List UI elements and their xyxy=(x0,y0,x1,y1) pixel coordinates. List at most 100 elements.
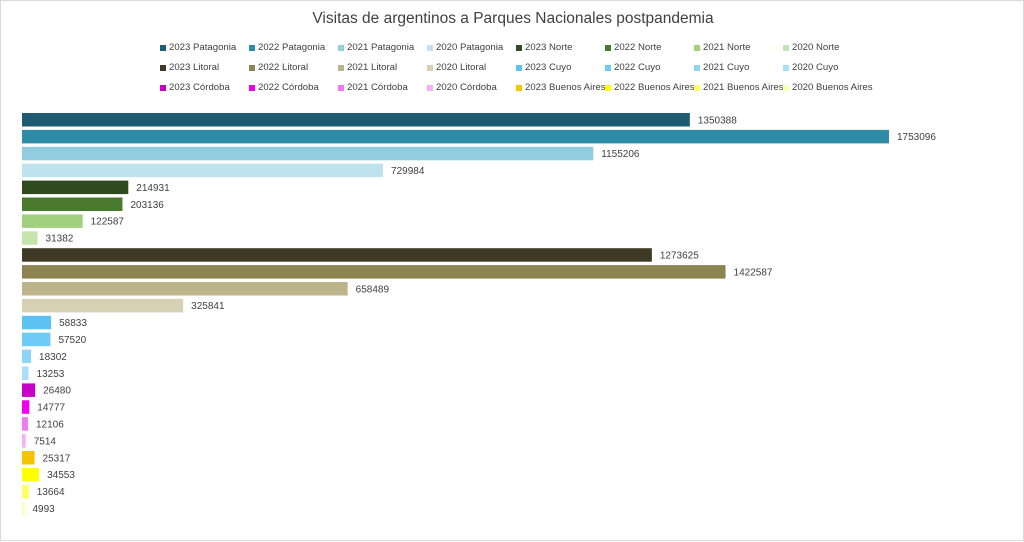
legend-item: 2020 Cuyo xyxy=(783,62,838,73)
bar xyxy=(22,248,652,262)
bar xyxy=(22,180,129,195)
legend-label: 2021 Córdoba xyxy=(347,82,408,93)
legend-label: 2020 Cuyo xyxy=(792,62,839,73)
legend-item: 2020 Buenos Aires xyxy=(783,82,873,93)
legend-swatch xyxy=(783,84,789,91)
data-label: 4993 xyxy=(32,504,55,515)
legend-swatch xyxy=(516,44,522,51)
bar xyxy=(22,265,726,279)
data-label: 18302 xyxy=(39,352,67,363)
legend-swatch xyxy=(249,64,255,71)
bar xyxy=(22,501,25,516)
legend-label: 2020 Córdoba xyxy=(436,82,497,93)
data-label: 729984 xyxy=(391,166,425,177)
legend-item: 2021 Buenos Aires xyxy=(694,82,784,93)
legend-item: 2023 Buenos Aires xyxy=(516,82,606,93)
legend-item: 2020 Patagonia xyxy=(427,42,503,53)
bar xyxy=(22,400,30,414)
bar xyxy=(22,146,594,161)
bar xyxy=(22,298,184,313)
bar xyxy=(22,315,52,330)
legend-item: 2023 Norte xyxy=(516,42,572,53)
legend-label: 2023 Norte xyxy=(525,42,573,53)
bar xyxy=(22,214,83,228)
legend-swatch xyxy=(427,44,433,51)
legend-swatch xyxy=(694,64,700,71)
legend-swatch xyxy=(160,64,166,71)
legend-label: 2021 Litoral xyxy=(347,62,398,73)
legend-swatch xyxy=(516,84,522,91)
data-label: 325841 xyxy=(191,301,225,312)
legend-item: 2021 Córdoba xyxy=(338,82,408,93)
legend-label: 2021 Norte xyxy=(703,42,751,53)
legend-label: 2023 Córdoba xyxy=(169,82,230,93)
legend-swatch xyxy=(338,44,344,51)
data-label: 214931 xyxy=(136,183,170,194)
legend: 2023 Patagonia 2022 Patagonia 2021 Patagon… xyxy=(1,1,1024,101)
legend-swatch xyxy=(605,44,611,51)
legend-item: 2020 Norte xyxy=(783,42,839,53)
legend-label: 2023 Buenos Aires xyxy=(525,82,606,93)
legend-item: 2021 Litoral xyxy=(338,62,397,73)
data-label: 203136 xyxy=(130,200,164,211)
data-label: 1155206 xyxy=(601,149,640,160)
legend-label: 2023 Litoral xyxy=(169,62,220,73)
legend-swatch xyxy=(605,84,611,91)
legend-item: 2020 Córdoba xyxy=(427,82,497,93)
legend-label: 2022 Córdoba xyxy=(258,82,319,93)
legend-label: 2022 Cuyo xyxy=(614,62,661,73)
legend-label: 2020 Norte xyxy=(792,42,840,53)
legend-label: 2021 Buenos Aires xyxy=(703,82,784,93)
legend-label: 2023 Patagonia xyxy=(169,42,237,53)
bar xyxy=(22,129,889,144)
legend-swatch xyxy=(516,64,522,71)
legend-item: 2022 Patagonia xyxy=(249,42,325,53)
data-label: 58833 xyxy=(59,318,87,329)
data-label: 14777 xyxy=(37,403,65,414)
legend-label: 2020 Buenos Aires xyxy=(792,82,873,93)
data-label: 34553 xyxy=(47,470,75,481)
bar xyxy=(22,434,26,448)
legend-swatch xyxy=(249,84,255,91)
legend-item: 2023 Litoral xyxy=(160,62,219,73)
data-label: 57520 xyxy=(58,335,86,346)
chart-title: Visitas de argentinos a Parques Nacional… xyxy=(312,10,714,27)
data-label: 31382 xyxy=(46,234,74,245)
data-label: 122587 xyxy=(91,217,125,228)
data-label: 1350388 xyxy=(698,115,737,126)
legend-label: 2020 Litoral xyxy=(436,62,487,73)
bar xyxy=(22,163,384,178)
legend-swatch xyxy=(783,64,789,71)
legend-item: 2022 Córdoba xyxy=(249,82,319,93)
data-label: 7514 xyxy=(34,436,57,447)
legend-item: 2021 Cuyo xyxy=(694,62,749,73)
bar xyxy=(22,349,32,364)
data-label: 1753096 xyxy=(897,132,936,143)
legend-label: 2021 Patagonia xyxy=(347,42,415,53)
legend-swatch xyxy=(249,44,255,51)
legend-label: 2022 Buenos Aires xyxy=(614,82,695,93)
legend-swatch xyxy=(605,64,611,71)
data-label: 25317 xyxy=(43,453,71,464)
legend-label: 2022 Patagonia xyxy=(258,42,326,53)
legend-swatch xyxy=(694,44,700,51)
legend-item: 2022 Norte xyxy=(605,42,661,53)
legend-swatch xyxy=(783,44,789,51)
legend-swatch xyxy=(160,84,166,91)
legend-item: 2022 Buenos Aires xyxy=(605,82,695,93)
bar xyxy=(22,366,29,380)
legend-swatch xyxy=(427,64,433,71)
data-label: 12106 xyxy=(36,419,64,430)
data-label: 658489 xyxy=(356,284,390,295)
bar xyxy=(22,113,690,127)
legend-item: 2023 Cuyo xyxy=(516,62,571,73)
legend-label: 2020 Patagonia xyxy=(436,42,504,53)
legend-item: 2023 Córdoba xyxy=(160,82,230,93)
bar xyxy=(22,451,35,465)
bar xyxy=(22,383,36,397)
legend-label: 2023 Cuyo xyxy=(525,62,572,73)
legend-item: 2023 Patagonia xyxy=(160,42,236,53)
bar xyxy=(22,231,38,245)
